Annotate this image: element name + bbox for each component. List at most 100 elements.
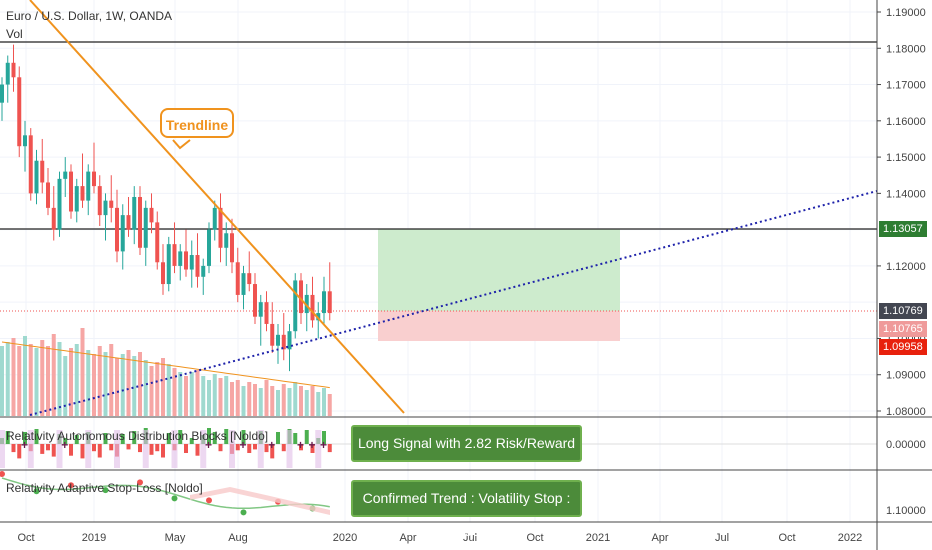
osc-bar: [253, 444, 257, 450]
price-label-target: 1.13057: [879, 221, 927, 237]
candle-body: [293, 280, 298, 332]
osc-bar: [327, 444, 332, 453]
trendline-callout[interactable]: Trendline: [160, 108, 234, 138]
osc-tick-label: 0.00000: [886, 439, 926, 451]
osc-bar: [155, 444, 160, 452]
volume-bar: [109, 344, 114, 416]
volume-bar: [172, 368, 177, 416]
cross-marker: +: [240, 438, 247, 452]
volume-label[interactable]: Vol: [6, 27, 23, 41]
volume-bar: [69, 348, 73, 416]
osc-bar: [299, 444, 303, 451]
time-tick-label: May: [165, 532, 186, 544]
osc-bar: [276, 432, 280, 444]
candle-body: [207, 229, 211, 266]
volume-bar: [132, 356, 137, 416]
price-tick-label: 1.09000: [886, 370, 926, 382]
callout-pointer: [172, 139, 191, 150]
volume-bar: [270, 386, 275, 416]
volume-bar: [212, 374, 217, 416]
distribution-block: [171, 430, 178, 468]
indicator-label-stop-loss[interactable]: Relativity Adaptive Stop-Loss [Noldo]: [6, 481, 203, 495]
osc-bar: [11, 444, 16, 453]
cross-marker: +: [320, 438, 327, 452]
volume-bar: [316, 392, 321, 416]
osc-bar: [126, 444, 131, 450]
stop-dot: [206, 497, 212, 504]
time-tick-label: Apr: [399, 532, 416, 544]
osc-bar: [184, 444, 188, 453]
osc-bar: [46, 444, 50, 451]
osc-bar: [241, 430, 246, 444]
candle-body: [92, 171, 96, 187]
trend-notice: Confirmed Trend : Volatility Stop : 1.09…: [351, 480, 582, 539]
risk-reward-tool[interactable]: [378, 229, 620, 341]
distribution-block: [315, 430, 322, 468]
distribution-block: [27, 430, 34, 468]
time-tick-label: Oct: [17, 532, 34, 544]
candle-body: [310, 294, 315, 321]
oscillator-pane: + + + + + + + +: [0, 428, 877, 468]
volume-bar: [189, 372, 194, 416]
candle-body: [230, 233, 234, 263]
profit-zone[interactable]: [378, 229, 620, 311]
volume-bar: [80, 328, 85, 416]
candle-body: [57, 178, 62, 230]
candle-body: [224, 233, 229, 248]
trendline: [29, 0, 405, 414]
osc-bar: [63, 438, 68, 444]
stop-tick-label: 1.10000: [886, 505, 926, 517]
volume-bar: [184, 376, 188, 416]
candle-body: [34, 160, 39, 194]
cross-marker: +: [309, 438, 316, 452]
stop-dot: [240, 509, 247, 516]
candle-body: [327, 291, 332, 314]
volume-bar: [304, 390, 309, 416]
osc-bar: [97, 444, 102, 458]
candle-body: [143, 207, 148, 248]
symbol-title[interactable]: Euro / U.S. Dollar, 1W, OANDA: [6, 9, 173, 23]
volume-bar: [92, 354, 96, 416]
osc-bar: [322, 431, 326, 444]
candle-body: [304, 294, 309, 314]
candle-body: [178, 251, 183, 266]
candle-body: [5, 62, 10, 85]
cross-marker: +: [205, 438, 212, 452]
candle-body: [166, 244, 171, 285]
distribution-block: [229, 430, 235, 468]
candle-body: [195, 255, 200, 277]
time-tick-label: Jul: [715, 532, 729, 544]
time-tick-label: 2021: [586, 532, 610, 544]
candle-body: [172, 244, 177, 266]
osc-bar: [23, 432, 27, 444]
candle-body: [51, 207, 56, 230]
volume-bar: [224, 376, 229, 416]
price-label-last: 1.10769: [879, 303, 927, 319]
candle-body: [138, 196, 142, 248]
drawn-lines[interactable]: [29, 0, 878, 416]
time-tick-label: Apr: [651, 532, 668, 544]
time-tick-label: Oct: [526, 532, 543, 544]
candle-body: [276, 334, 280, 346]
volume-bar: [51, 334, 56, 416]
osc-bar: [34, 429, 39, 444]
distribution-block: [200, 430, 207, 468]
osc-bar: [132, 431, 137, 444]
price-tick-label: 1.18000: [886, 43, 926, 55]
candle-body: [115, 207, 119, 252]
stop-loss-pane: [0, 471, 330, 516]
volume-bar: [97, 346, 102, 416]
candle-body: [109, 200, 114, 208]
osc-bar: [120, 434, 125, 444]
loss-zone[interactable]: [378, 311, 620, 341]
osc-bar: [207, 428, 211, 444]
candle-body: [189, 255, 194, 270]
candle-body: [287, 331, 292, 350]
volume-bar: [247, 382, 252, 416]
candle-body: [46, 182, 50, 208]
candle-body: [74, 186, 79, 212]
osc-bar: [218, 444, 223, 452]
candle-body: [218, 207, 223, 248]
indicator-label-distribution[interactable]: Relativity Autonomous Distribution Block…: [6, 429, 269, 443]
